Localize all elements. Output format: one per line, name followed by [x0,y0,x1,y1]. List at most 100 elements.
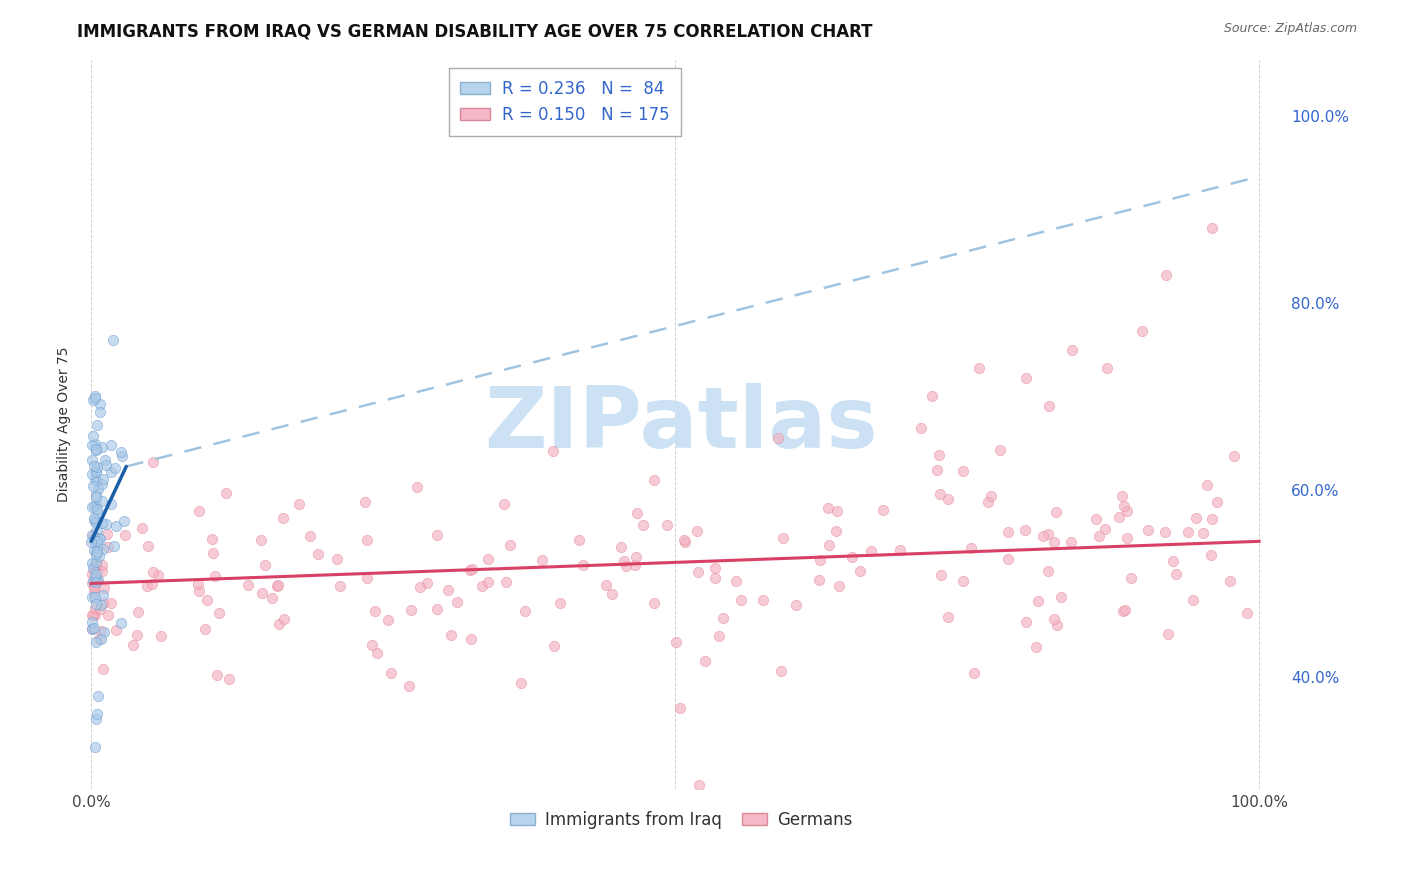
Point [86,499,108,513]
Point [83,607,105,622]
Point [977,495,1000,509]
Point [704,571,727,585]
Point [1201,221,1223,235]
Point [82,437,104,451]
Point [1059,535,1081,549]
Point [377,613,399,627]
Text: Source: ZipAtlas.com: Source: ZipAtlas.com [1223,22,1357,36]
Point [86,533,108,548]
Point [187,584,209,599]
Point [83,621,105,635]
Point [1185,511,1208,525]
Point [82,622,104,636]
Point [82,608,104,623]
Point [406,479,429,493]
Point [828,579,851,593]
Point [89,397,111,411]
Point [1199,548,1222,562]
Point [105,624,128,638]
Point [84,516,107,530]
Point [1137,523,1160,537]
Point [1062,343,1084,357]
Point [273,612,295,626]
Point [399,603,422,617]
Point [142,565,165,579]
Point [426,527,449,541]
Point [236,578,259,592]
Point [889,542,911,557]
Point [86,474,108,488]
Point [541,443,564,458]
Point [83,542,105,557]
Point [910,420,932,434]
Point [84,601,107,615]
Point [84,712,107,726]
Point [84,514,107,528]
Point [929,487,952,501]
Point [1085,512,1108,526]
Point [84,442,107,457]
Point [90,564,112,578]
Point [952,574,974,589]
Point [808,553,831,567]
Point [86,707,108,722]
Point [86,573,108,587]
Point [509,676,531,690]
Point [513,604,536,618]
Point [267,578,290,592]
Point [82,566,104,581]
Point [127,627,149,641]
Point [135,579,157,593]
Point [461,562,484,576]
Point [82,453,104,467]
Point [499,539,522,553]
Point [543,639,565,653]
Point [100,437,122,451]
Point [665,635,688,649]
Point [1219,574,1241,588]
Point [253,558,276,572]
Point [817,538,839,552]
Point [86,502,108,516]
Point [249,533,271,548]
Point [980,489,1002,503]
Point [730,593,752,607]
Point [148,568,170,582]
Point [752,592,775,607]
Point [988,442,1011,457]
Point [1115,503,1137,517]
Point [260,591,283,605]
Point [84,464,107,478]
Point [82,500,104,514]
Point [825,524,848,539]
Point [267,616,290,631]
Point [84,635,107,649]
Point [82,529,104,543]
Point [1032,529,1054,543]
Point [202,546,225,560]
Point [1154,524,1177,539]
Point [84,442,107,456]
Point [114,528,136,542]
Point [927,463,949,477]
Point [94,458,117,472]
Point [626,507,648,521]
Point [89,601,111,615]
Point [415,575,437,590]
Point [111,449,134,463]
Point [86,571,108,585]
Point [595,578,617,592]
Point [688,778,710,792]
Point [460,563,482,577]
Point [96,517,118,532]
Point [84,590,107,604]
Point [84,472,107,486]
Point [82,590,104,604]
Point [477,551,499,566]
Point [83,458,105,473]
Point [686,524,709,538]
Point [380,665,402,680]
Point [531,553,554,567]
Point [1050,590,1073,604]
Point [96,527,118,541]
